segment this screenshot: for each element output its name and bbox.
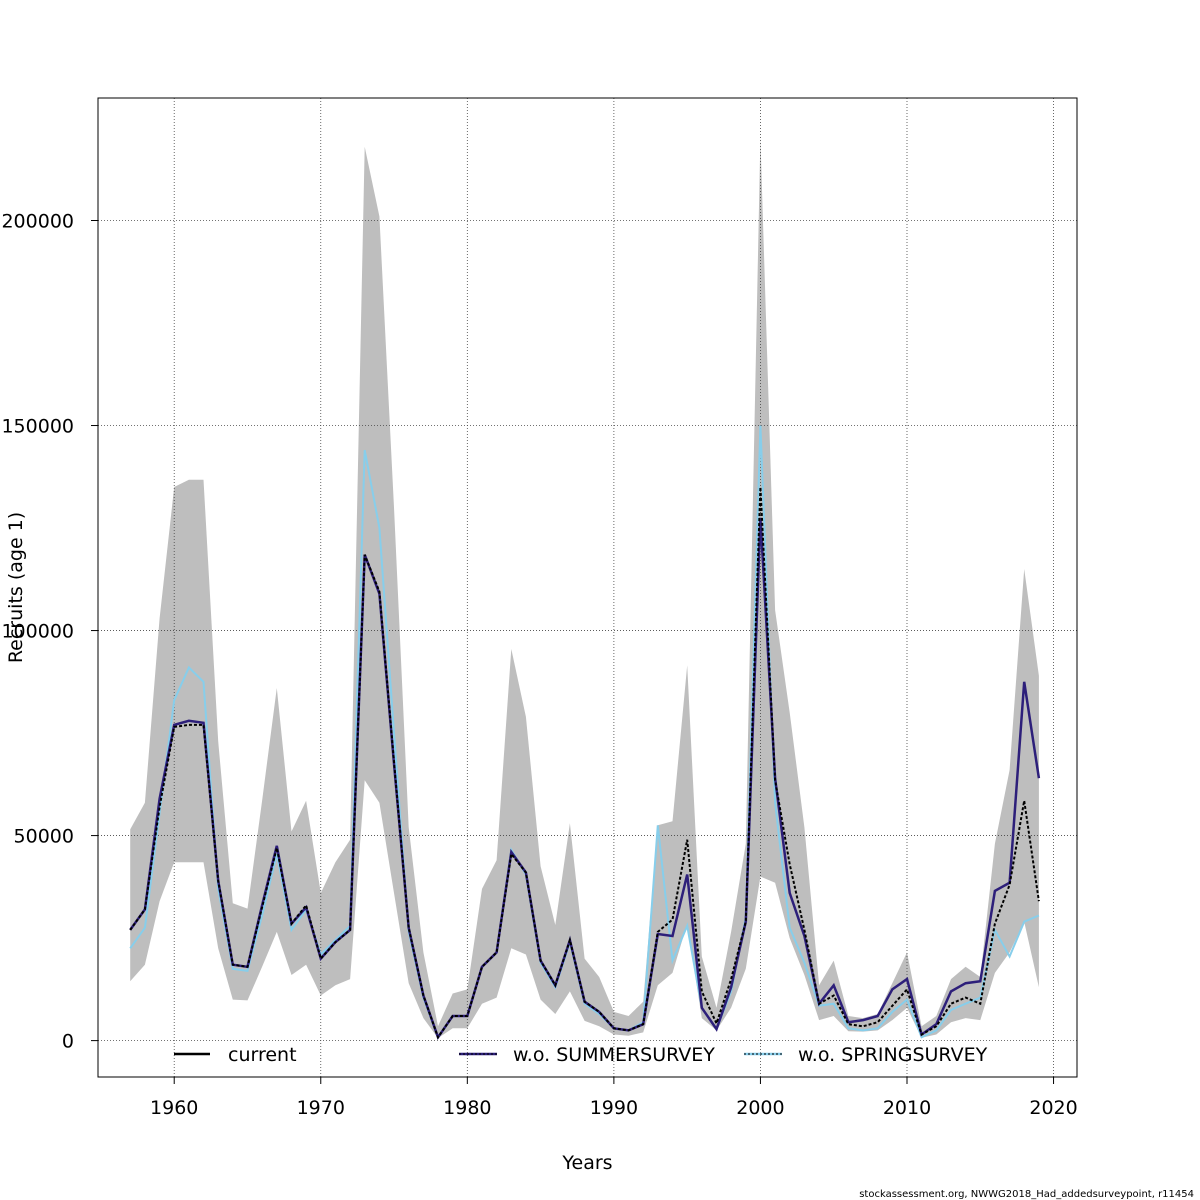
footer-credit: stockassessment.org, NWWG2018_Had_addeds… [859, 1189, 1194, 1200]
x-tick-label: 1970 [297, 1097, 345, 1119]
x-tick-label: 1980 [443, 1097, 491, 1119]
x-tick-label: 2020 [1029, 1097, 1077, 1119]
y-tick-label: 200000 [1, 211, 74, 233]
legend-label-spring: w.o. SPRINGSURVEY [798, 1044, 988, 1066]
series-line-current [129, 486, 1040, 1040]
legend: current w.o. SUMMERSURVEY w.o. SPRINGSUR… [174, 1044, 988, 1066]
y-tick-label: 150000 [1, 416, 74, 438]
x-axis: 1960 1970 1980 1990 2000 2010 2020 [150, 1076, 1078, 1119]
x-tick-label: 2010 [883, 1097, 931, 1119]
grid-layer [98, 98, 1077, 1077]
y-tick-label: 0 [62, 1031, 74, 1053]
y-axis: 0 50000 100000 150000 200000 [1, 211, 98, 1053]
series-line-spring [129, 425, 1040, 1040]
x-tick-label: 2000 [736, 1097, 784, 1119]
confidence-band [130, 138, 1039, 1039]
y-axis-title: Recruits (age 1) [5, 512, 27, 663]
legend-label-summer: w.o. SUMMERSURVEY [513, 1044, 715, 1066]
confidence-band-layer [130, 138, 1039, 1039]
x-tick-label: 1960 [150, 1097, 198, 1119]
legend-label-current: current [228, 1044, 297, 1066]
y-tick-label: 50000 [14, 826, 74, 848]
x-axis-title: Years [561, 1152, 612, 1174]
series-layer [129, 425, 1041, 1041]
x-tick-label: 1990 [590, 1097, 638, 1119]
y-tick-label: 100000 [1, 621, 74, 643]
